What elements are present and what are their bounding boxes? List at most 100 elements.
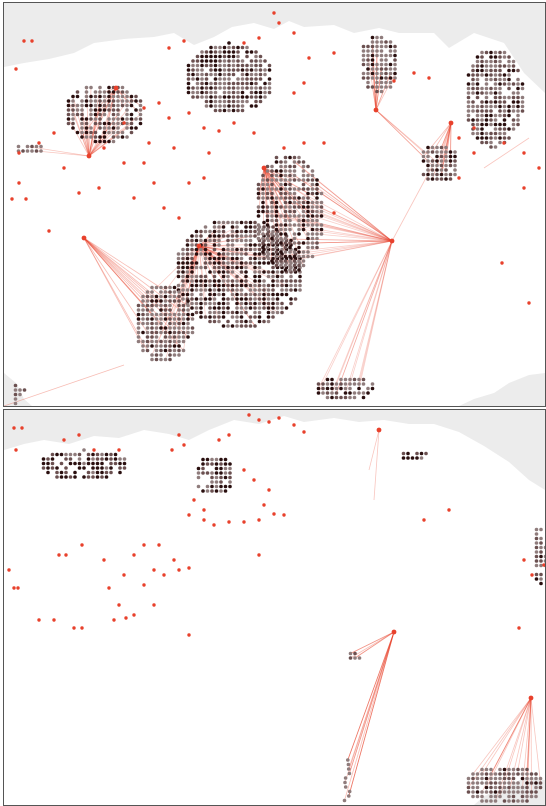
grid-cell [263,90,267,95]
grid-cell [444,172,448,177]
grid-cell [240,104,245,108]
grid-cell [227,108,231,113]
grid-cell [292,232,297,236]
grid-cell [98,121,102,126]
grid-cell [267,68,272,72]
grid-cell [181,326,186,330]
grid-cell [154,348,159,353]
connection-line [441,122,452,166]
grid-cell [185,252,190,256]
connection-line [445,122,452,162]
grid-cell [190,330,195,335]
grid-cell [498,68,502,73]
grid-cell [444,145,448,150]
grid-cell [310,200,315,205]
grid-cell [64,466,68,470]
ocean-cell-marker [412,71,416,75]
grid-cell [516,772,520,776]
grid-cell [346,758,350,762]
grid-cell [236,45,240,50]
grid-cell [261,191,265,196]
grid-cell [230,243,235,247]
grid-cell [125,117,129,121]
grid-cell [507,86,511,91]
grid-cell [498,109,502,113]
grid-cell [529,794,534,799]
ocean-cell-marker [242,468,246,472]
grid-cell [288,205,292,209]
grid-cell [22,388,27,392]
grid-cell [306,241,310,245]
grid-cell [104,475,109,479]
grid-cell [66,103,71,108]
grid-cell [507,68,511,73]
grid-cell [223,475,228,480]
grid-cell [401,456,406,460]
grid-cell [283,218,288,223]
grid-cell [191,77,195,81]
grid-cell [283,232,288,236]
ocean-cell-marker [107,586,111,590]
grid-cell [265,187,270,191]
grid-cell [475,82,480,86]
grid-cell [375,67,379,71]
grid-cell [244,238,248,243]
grid-cell [145,339,150,344]
grid-cell [86,470,91,475]
grid-cell [186,308,190,312]
grid-cell [194,247,199,252]
grid-cell [484,140,489,145]
grid-cell [257,301,262,306]
grid-cell [489,113,493,118]
grid-cell [218,72,222,77]
grid-cell [480,781,484,785]
grid-cell [203,256,208,261]
grid-cell [208,306,212,310]
grid-cell [310,209,315,214]
grid-cell [235,229,239,234]
grid-cell [145,294,150,299]
grid-cell [439,168,444,172]
ocean-cell-marker [12,586,16,590]
grid-cell [181,265,185,270]
grid-cell [539,554,543,559]
grid-cell [529,776,534,781]
grid-cell [370,76,375,80]
grid-cell [484,95,489,100]
grid-cell [288,254,292,259]
grid-cell [21,149,25,153]
grid-cell [154,312,159,317]
grid-cell [219,475,223,480]
map-panel-top [3,2,546,407]
grid-cell [271,247,275,252]
grid-cell [283,209,288,214]
grid-cell [199,288,203,292]
grid-cell [534,577,539,581]
grid-cell [516,68,520,73]
grid-cell [201,489,205,493]
ocean-cell-marker [152,568,156,572]
grid-cell [239,220,244,225]
grid-cell [200,59,204,63]
grid-cell [520,104,525,109]
grid-cell [489,91,493,95]
grid-cell [239,306,244,310]
grid-cell [217,306,221,310]
grid-cell [471,118,475,122]
grid-cell [366,80,370,85]
connection-line [368,429,380,471]
grid-cell [25,144,30,149]
grid-cell [306,254,310,259]
grid-cell [270,191,274,196]
grid-cell [159,285,163,290]
grid-cell [366,49,370,53]
grid-cell [261,205,265,209]
grid-cell [203,315,208,319]
grid-cell [256,214,261,218]
grid-cell [245,99,249,104]
ocean-cell-marker [207,151,211,155]
grid-cell [177,326,181,330]
grid-cell [129,117,134,121]
grid-cell [168,290,172,294]
grid-cell [475,73,480,77]
